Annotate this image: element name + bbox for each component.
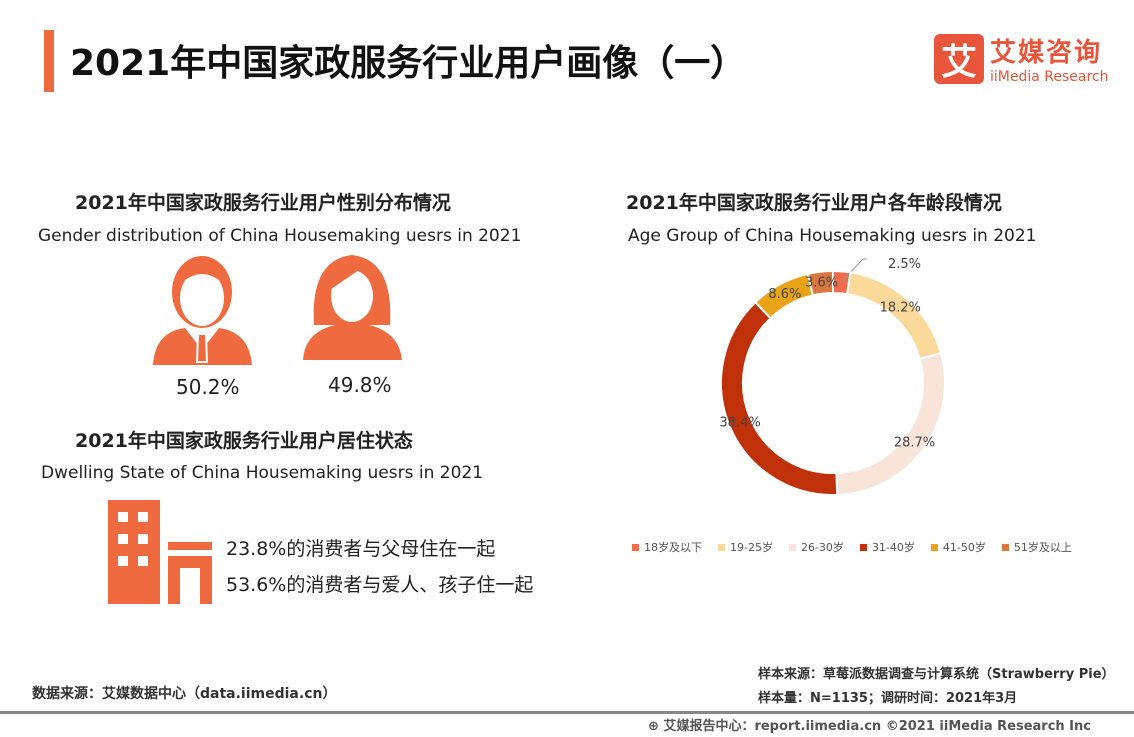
logo-cn: 艾媒咨询: [990, 38, 1103, 68]
legend-item: 18岁及以下: [632, 539, 702, 555]
legend-label: 26-30岁: [800, 541, 844, 554]
female-icon: [303, 255, 402, 360]
donut-slice-3: [720, 300, 839, 496]
gender-title-en: Gender distribution of China Housemaking…: [38, 226, 522, 246]
data-label: 3.6%: [805, 276, 838, 291]
gender-title-cn: 2021年中国家政服务行业用户性别分布情况: [75, 192, 451, 214]
footer-divider: [0, 711, 1134, 714]
data-label: 38.4%: [719, 416, 760, 431]
age-donut-chart: 2.5% 18.2% 28.7% 38.4% 8.6% 3.6%: [719, 257, 946, 496]
legend-swatch: [859, 543, 867, 551]
sample-source: 样本来源：草莓派数据调查与计算系统（Strawberry Pie）: [758, 667, 1115, 682]
legend-item: 41-50岁: [930, 539, 986, 555]
legend-label: 18岁及以下: [644, 541, 702, 554]
donut-slice-1: [845, 271, 943, 361]
data-label: 2.5%: [888, 257, 921, 272]
logo-mark: 艾: [934, 33, 984, 84]
legend-label: 31-40岁: [871, 541, 915, 554]
building-icon: [108, 500, 212, 604]
legend-swatch: [1001, 543, 1009, 551]
dwelling-title-en: Dwelling State of China Housemaking uesr…: [41, 463, 484, 483]
legend-swatch: [632, 543, 639, 551]
page-title: 2021年中国家政服务行业用户画像（一）: [70, 43, 747, 84]
legend-swatch: [788, 543, 796, 551]
title-accent-bar: [44, 30, 54, 92]
legend-item: 26-30岁: [788, 539, 844, 555]
legend-label: 51岁及以上: [1013, 541, 1072, 554]
chart-subtitle: Age Group of China Housemaking uesrs in …: [628, 226, 1037, 246]
legend-swatch: [718, 543, 725, 551]
chart-legend: 18岁及以下 19-25岁 26-30岁 31-40岁 41-50岁 51岁及以上: [632, 539, 1072, 555]
legend-label: 19-25岁: [730, 541, 773, 554]
legend-label: 41-50岁: [942, 541, 986, 554]
report-credit: ⊕ 艾媒报告中心：report.iimedia.cn ©2021 iiMedia…: [648, 715, 1091, 734]
globe-icon: ⊕: [648, 719, 659, 734]
data-label: 28.7%: [894, 436, 935, 451]
data-label: 8.6%: [768, 287, 801, 302]
logo: 艾 艾媒咨询 iiMedia Research: [934, 32, 1109, 85]
donut-slice-5: [806, 269, 834, 297]
logo-en: iiMedia Research: [990, 69, 1109, 85]
chart-title: 2021年中国家政服务行业用户各年龄段情况: [626, 192, 1002, 214]
male-percent: 50.2%: [176, 375, 240, 399]
data-label: 18.2%: [880, 301, 921, 316]
male-icon: [153, 256, 252, 365]
legend-item: 31-40岁: [859, 539, 915, 555]
legend-item: 51岁及以上: [1001, 539, 1072, 555]
sample-size: 样本量：N=1135；调研时间：2021年3月: [758, 691, 1018, 706]
dwelling-line-2: 53.6%的消费者与爱人、孩子住一起: [226, 574, 534, 596]
legend-item: 19-25岁: [718, 539, 773, 555]
dwelling-title-cn: 2021年中国家政服务行业用户居住状态: [75, 430, 413, 452]
leader-line: [840, 258, 867, 283]
data-source: 数据来源：艾媒数据中心（data.iimedia.cn）: [32, 686, 337, 702]
dwelling-line-1: 23.8%的消费者与父母住在一起: [226, 538, 496, 560]
donut-slice-2: [835, 351, 946, 496]
female-percent: 49.8%: [328, 373, 392, 397]
report-text: 艾媒报告中心：report.iimedia.cn ©2021 iiMedia R…: [663, 719, 1091, 734]
legend-swatch: [930, 543, 938, 551]
